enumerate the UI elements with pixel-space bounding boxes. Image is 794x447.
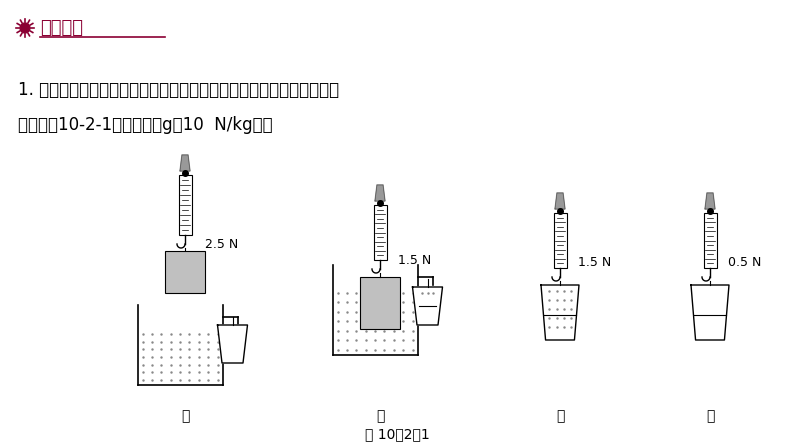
Bar bbox=[553, 213, 566, 268]
Polygon shape bbox=[413, 287, 442, 325]
Text: 2.5 N: 2.5 N bbox=[205, 239, 238, 252]
Polygon shape bbox=[705, 193, 715, 209]
Text: 乙: 乙 bbox=[376, 409, 384, 423]
Circle shape bbox=[20, 23, 30, 33]
Text: 课堂演练: 课堂演练 bbox=[40, 19, 83, 37]
Text: 做了如图10-2-1所示实验（g取10  N/kg）：: 做了如图10-2-1所示实验（g取10 N/kg）： bbox=[18, 116, 272, 134]
Polygon shape bbox=[180, 155, 190, 171]
Bar bbox=[333, 287, 417, 354]
Polygon shape bbox=[691, 285, 729, 340]
Bar bbox=[703, 213, 716, 268]
Text: 甲: 甲 bbox=[181, 409, 189, 423]
Bar bbox=[165, 251, 205, 293]
Text: 0.5 N: 0.5 N bbox=[728, 257, 761, 270]
Bar bbox=[360, 277, 400, 329]
Polygon shape bbox=[218, 325, 248, 363]
Text: 1. 小强为了探究物体所受浮力的大小跟其排开的液体所受重力的关系，: 1. 小强为了探究物体所受浮力的大小跟其排开的液体所受重力的关系， bbox=[18, 81, 339, 99]
Polygon shape bbox=[555, 193, 565, 209]
Text: 图 10－2－1: 图 10－2－1 bbox=[364, 427, 430, 441]
Bar bbox=[179, 175, 191, 235]
Bar bbox=[373, 205, 387, 260]
Text: 丁: 丁 bbox=[706, 409, 714, 423]
Bar bbox=[138, 329, 222, 384]
Text: 丙: 丙 bbox=[556, 409, 565, 423]
Text: 1.5 N: 1.5 N bbox=[398, 253, 431, 266]
Polygon shape bbox=[375, 185, 385, 201]
Polygon shape bbox=[541, 285, 579, 340]
Text: 1.5 N: 1.5 N bbox=[578, 257, 611, 270]
